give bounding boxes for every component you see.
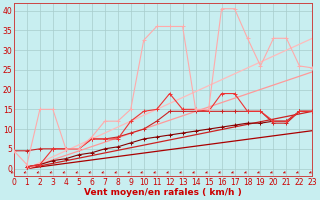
X-axis label: Vent moyen/en rafales ( km/h ): Vent moyen/en rafales ( km/h ) [84, 188, 242, 197]
